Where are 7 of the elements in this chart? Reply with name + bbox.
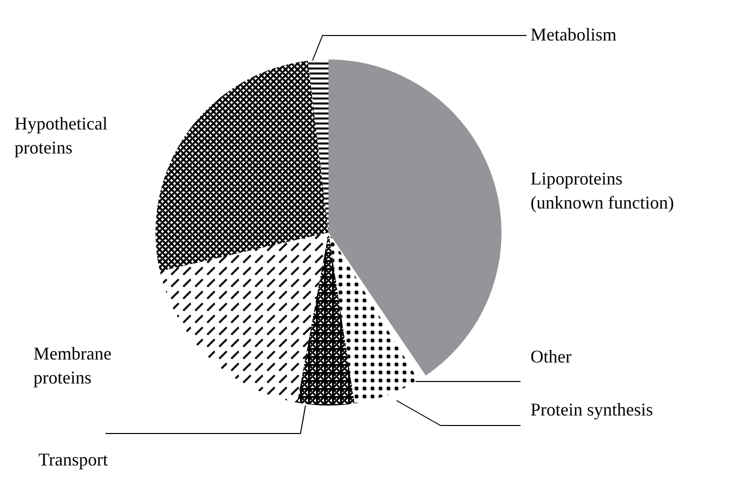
slice-label: Metabolism xyxy=(530,24,616,44)
slice-label: Other xyxy=(530,346,572,366)
slice-label: Protein synthesis xyxy=(530,400,654,420)
slice-label: Hypothetical proteins xyxy=(14,114,108,158)
slice-label: Transport xyxy=(38,450,108,470)
slice-label: Lipoproteins (unknown function) xyxy=(530,168,674,212)
slice-label: Membrane proteins xyxy=(34,344,112,388)
